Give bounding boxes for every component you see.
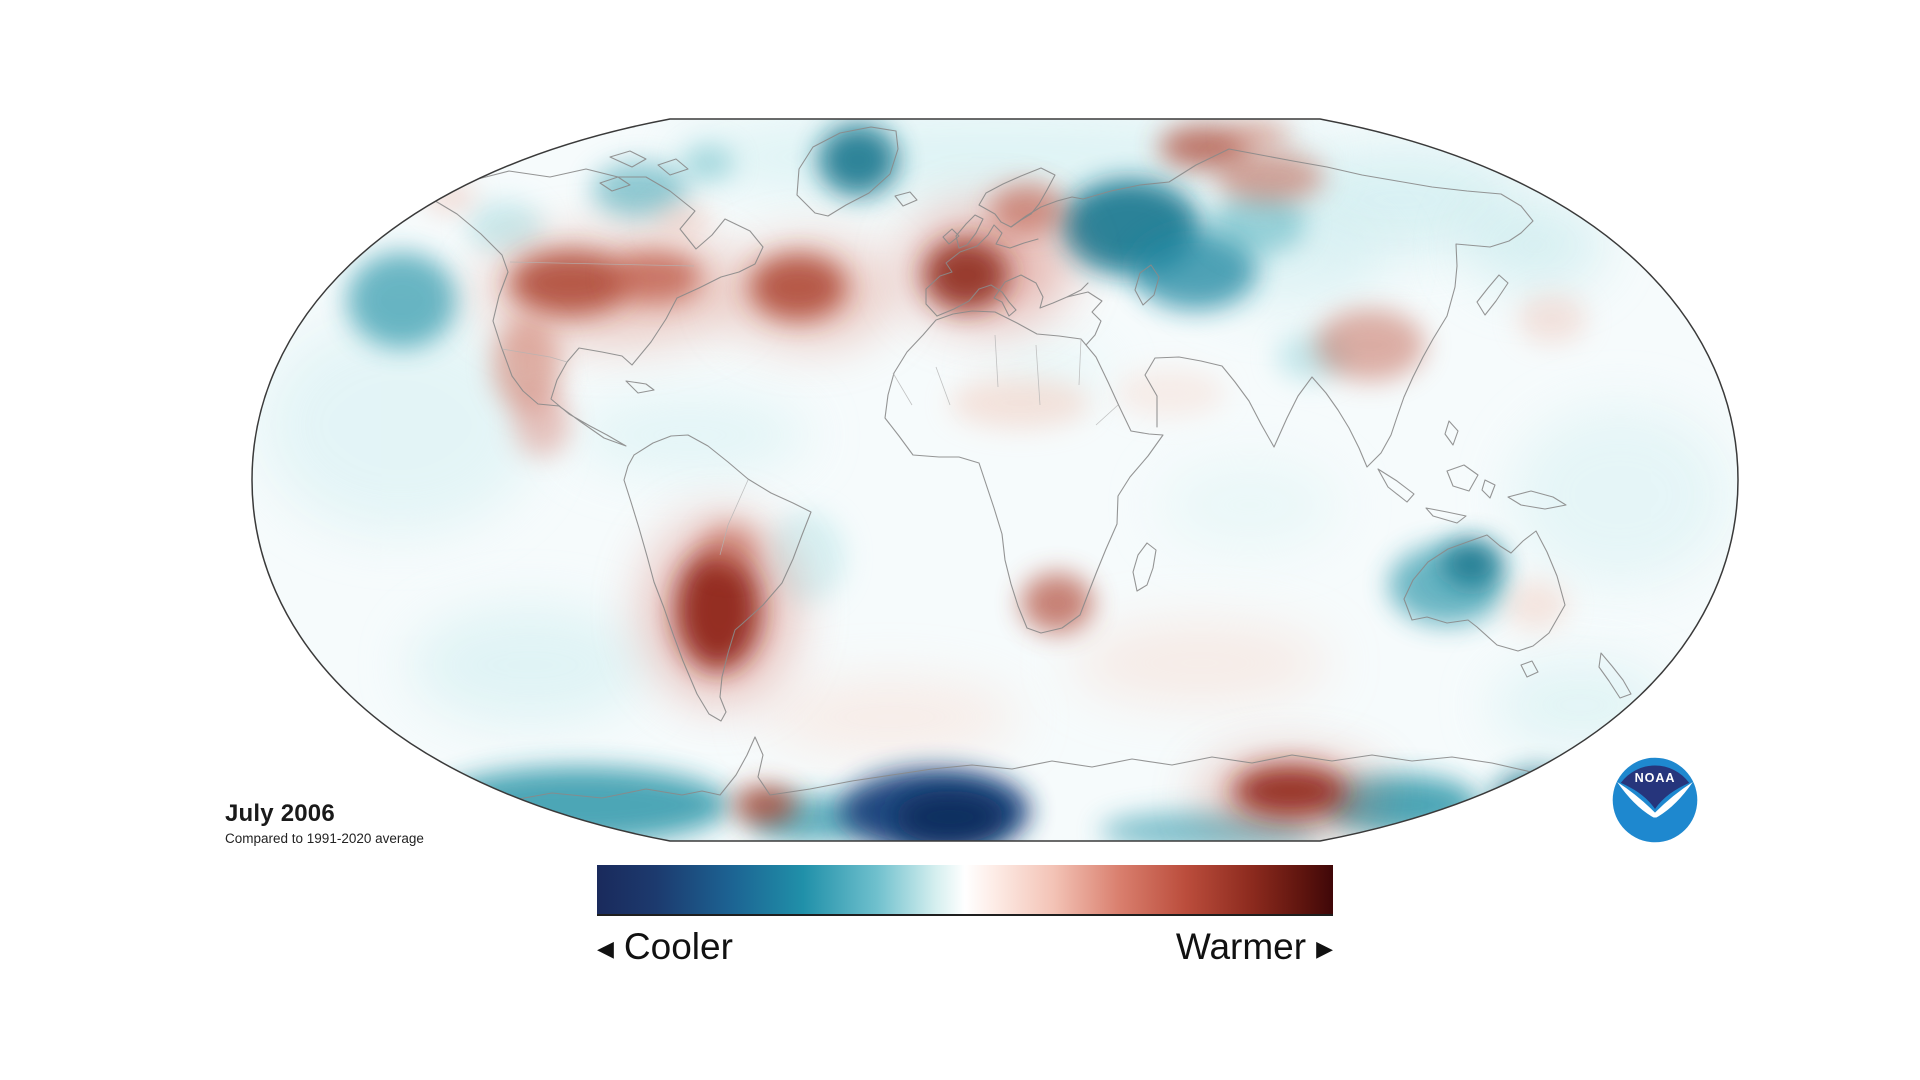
coast-north-america (431, 168, 764, 447)
coast-ireland (942, 228, 960, 245)
coast-iceland (894, 191, 918, 207)
coast-britain (955, 214, 984, 249)
map-outline (251, 118, 1739, 842)
coast-south-america (623, 434, 812, 722)
map-svg (251, 118, 1739, 842)
anomaly-chukotka-warm (1230, 121, 1290, 149)
coast-baltic-finland (1010, 196, 1084, 228)
cooler-label-group: ◀ Cooler (597, 926, 733, 968)
coast-europe-atlantic (925, 224, 1039, 317)
country-borders (501, 261, 1119, 556)
anomaly-uscanada-warm (510, 251, 630, 315)
anomaly-scandinavia-warm (990, 183, 1066, 235)
anomaly-antarctica-red-right (1234, 766, 1346, 816)
left-arrow-icon: ◀ (597, 936, 614, 961)
coast-sumatra (1377, 468, 1415, 503)
coast-new-guinea (1507, 490, 1567, 510)
anomaly-us-southwest-warm (493, 317, 561, 413)
anomaly-colorbar (597, 865, 1333, 916)
noaa-gull-icon (1617, 782, 1693, 818)
anomaly-okhotsk-wash (1465, 200, 1605, 290)
coast-arctic-islands (599, 150, 689, 192)
anomaly-antarctica-navy-core (895, 791, 1005, 841)
coast-caspian (1134, 264, 1160, 306)
world-anomaly-map (250, 105, 1740, 855)
coast-new-zealand (1598, 652, 1632, 699)
coast-australia (1403, 530, 1566, 652)
anomaly-eq-indian-wash (1160, 460, 1340, 550)
anomaly-japan-pink (1518, 295, 1586, 343)
noaa-logo-text: NOAA (1635, 771, 1676, 785)
anomaly-nwaustralia-core (1442, 539, 1502, 587)
anomaly-mideast-pink (1115, 369, 1225, 417)
anomaly-antarctica-farright-teal (1493, 771, 1583, 827)
anomaly-tropical-atlantic-wash (570, 395, 810, 475)
coast-asia (1082, 148, 1534, 468)
anomaly-blobs-layer (260, 119, 1730, 841)
anomaly-natlantic-warm (750, 254, 846, 320)
anomaly-wpacific-wash (1510, 405, 1730, 585)
anomaly-mongolia-warm (1315, 309, 1425, 381)
page-title: July 2006 (225, 800, 335, 827)
coast-europe-mediterranean (936, 274, 1089, 317)
anomaly-npacific-wash (260, 315, 540, 535)
page-subtitle: Compared to 1991-2020 average (225, 831, 424, 846)
noaa-fan-shape (1620, 765, 1690, 809)
anomaly-greenland-cold (818, 124, 898, 196)
warmer-label-group: Warmer ▶ (1176, 926, 1333, 968)
coast-madagascar (1132, 542, 1157, 592)
anomaly-mexico-warm (514, 389, 570, 457)
noaa-logo: NOAA (1610, 755, 1700, 845)
coast-japan (1476, 274, 1509, 316)
coast-greenland (796, 126, 899, 217)
coast-java (1425, 507, 1467, 524)
anomaly-eaustralia-pink (1504, 580, 1568, 630)
anomaly-tasman-wash (1490, 660, 1670, 750)
legend-labels: ◀ Cooler Warmer ▶ (597, 926, 1333, 968)
anomaly-bering-teal (467, 201, 543, 253)
coast-africa (884, 310, 1164, 634)
anomaly-quebec-pink (654, 203, 710, 239)
title-block: July 2006 Compared to 1991-2020 average (225, 800, 424, 846)
warmer-label: Warmer (1175, 926, 1307, 967)
coast-borneo (1446, 464, 1479, 492)
anomaly-urals-teal (1210, 191, 1306, 255)
anomaly-kara-warm2 (1216, 152, 1324, 202)
anomaly-indian-pink-wash (1070, 621, 1330, 705)
coast-anatolia-levant (1066, 291, 1103, 346)
cooler-label: Cooler (623, 926, 733, 967)
coast-tasmania (1520, 660, 1539, 678)
anomaly-wrussia-cold2 (1133, 230, 1257, 310)
anomaly-nepacific-pink (1628, 171, 1716, 231)
anomaly-samerica-warm (676, 550, 760, 670)
anomaly-safrica-warm (1021, 573, 1093, 633)
coast-philippines (1444, 420, 1459, 446)
anomaly-canada-arctic-cold2 (682, 145, 734, 181)
anomaly-antarctica-red-left (733, 786, 797, 824)
anomaly-sepacific-wash (410, 605, 650, 725)
anomaly-kara-warm (1159, 125, 1251, 169)
anomaly-satlantic-pink-wash (760, 679, 1020, 755)
coast-cuba (625, 380, 655, 394)
anomaly-uscanada-warm2 (611, 251, 701, 303)
anomaly-europe-warm (924, 240, 1008, 310)
anomaly-npacific-cold (347, 252, 457, 348)
anomaly-sahara-pink (950, 377, 1090, 429)
anomaly-alaska-pink (424, 181, 476, 213)
coastlines (397, 126, 1632, 808)
right-arrow-icon: ▶ (1316, 936, 1333, 961)
anomaly-antarctica-left-teal (430, 767, 730, 841)
coast-antarctica (397, 736, 1583, 808)
anomaly-samerica-warm-north (702, 523, 758, 571)
coast-sulawesi (1481, 479, 1496, 499)
